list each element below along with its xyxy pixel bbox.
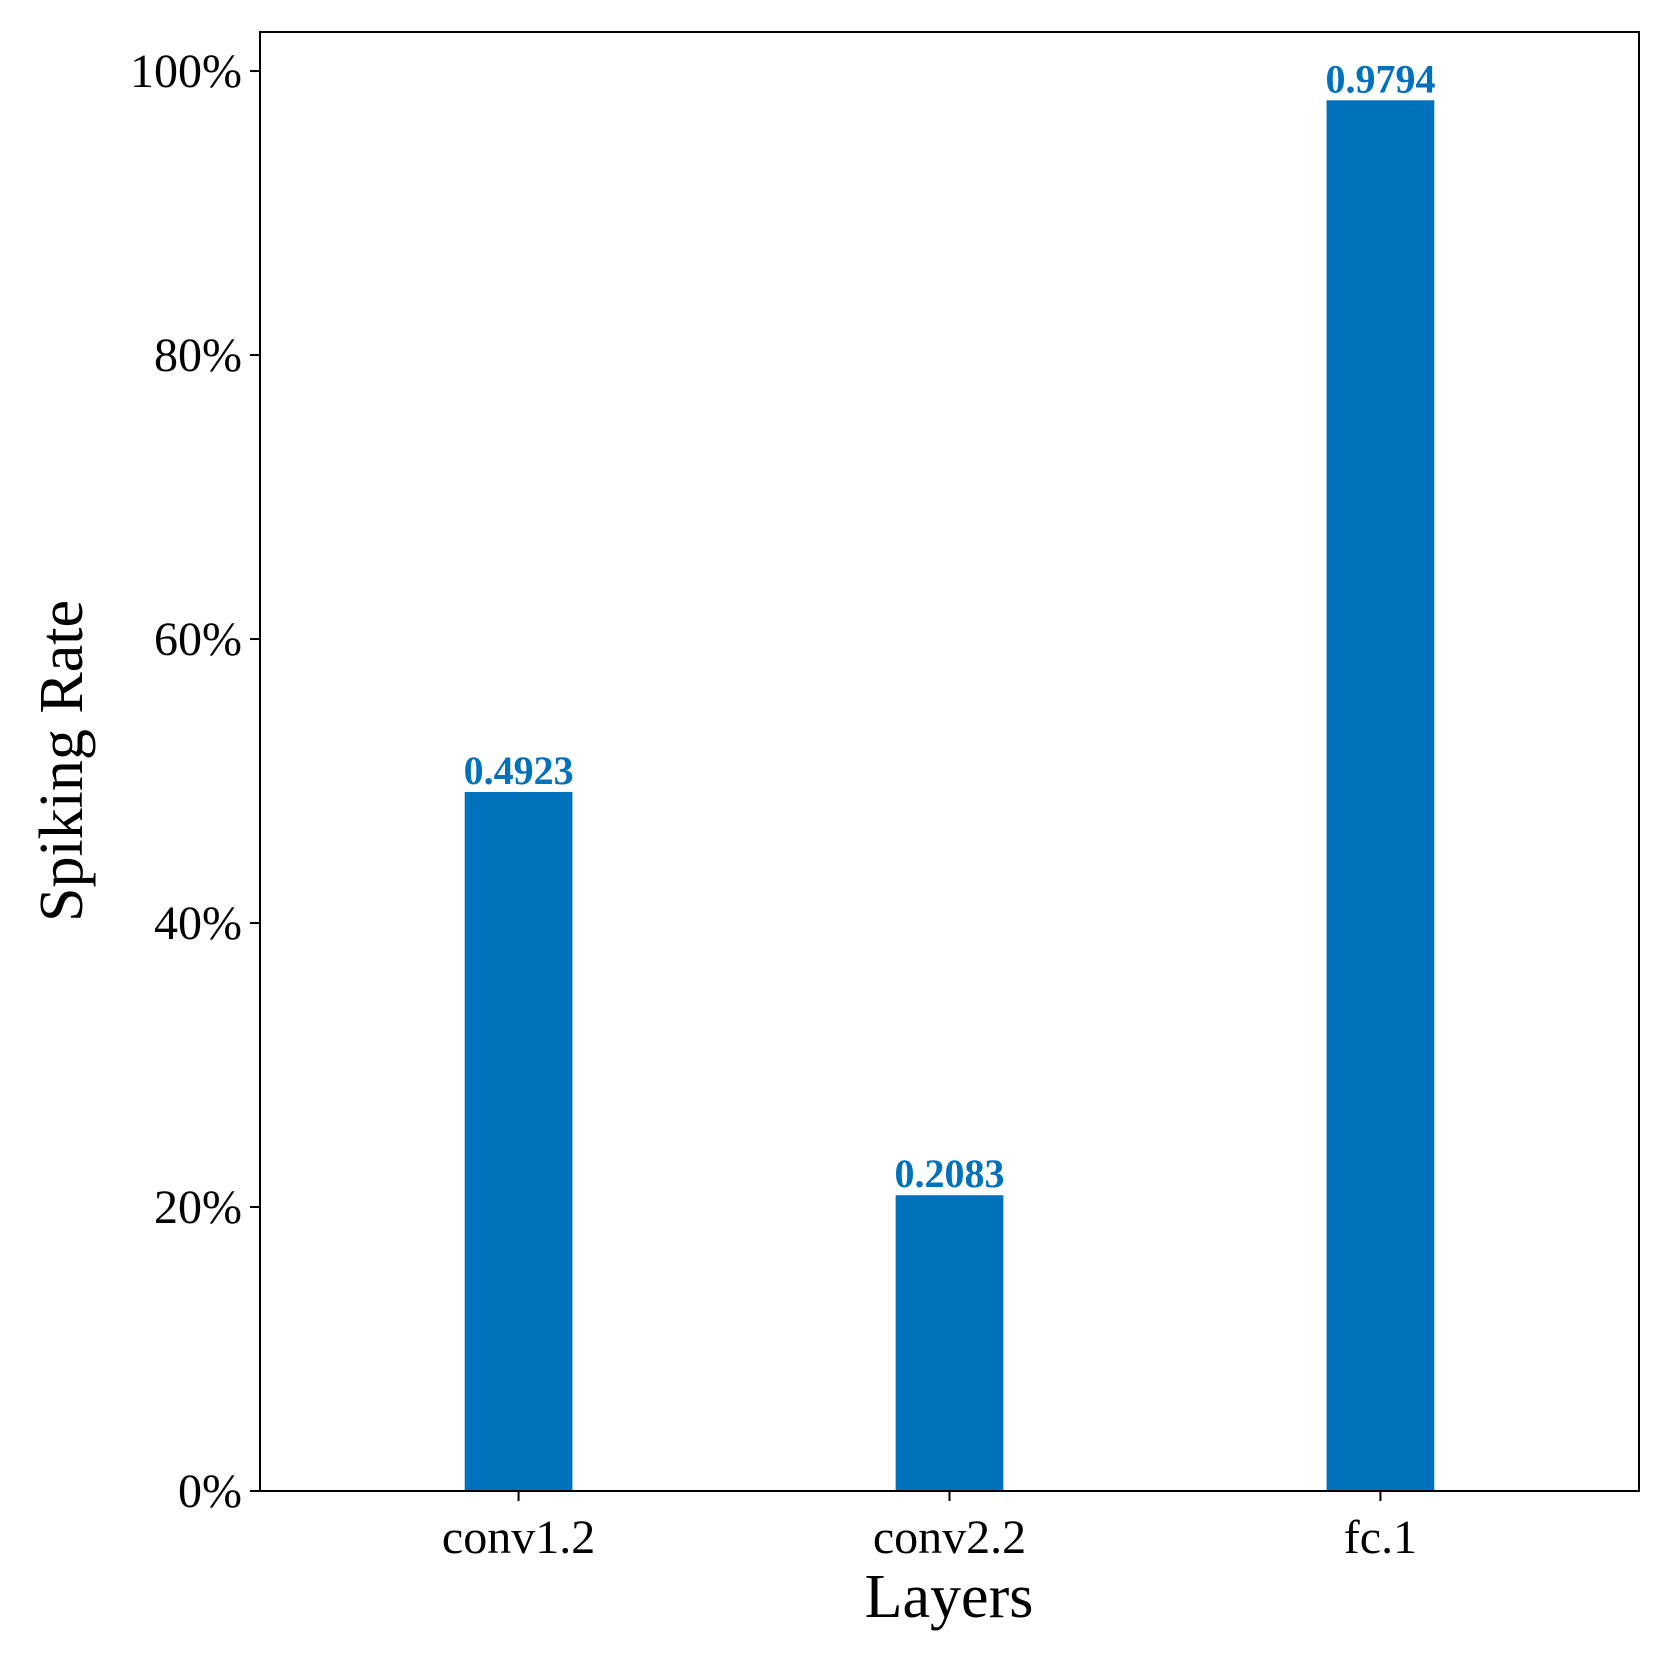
- x-axis-ticks: conv1.2 conv2.2 fc.1: [442, 1491, 1417, 1564]
- x-tick-label-conv2.2: conv2.2: [873, 1511, 1026, 1564]
- bar-conv2.2: [895, 1195, 1004, 1491]
- bar-value-label-conv1.2: 0.4923: [464, 748, 574, 793]
- x-axis-title: Layers: [865, 1563, 1034, 1631]
- y-axis-ticks: 0% 20% 40% 60% 80% 100%: [130, 45, 260, 1518]
- x-tick-label-fc.1: fc.1: [1344, 1511, 1417, 1564]
- bar-conv1.2: [464, 791, 573, 1491]
- y-tick-label: 20%: [154, 1181, 242, 1234]
- y-tick-label: 60%: [154, 613, 242, 666]
- y-axis-title: Spiking Rate: [28, 600, 96, 922]
- bar-value-labels: 0.4923 0.2083 0.9794: [464, 56, 1436, 1196]
- bar-value-label-conv2.2: 0.2083: [895, 1151, 1005, 1196]
- bar-value-label-fc.1: 0.9794: [1325, 56, 1435, 101]
- y-tick-label: 0%: [178, 1465, 242, 1518]
- x-tick-label-conv1.2: conv1.2: [442, 1511, 595, 1564]
- bar-fc.1: [1326, 100, 1435, 1491]
- y-tick-label: 100%: [130, 45, 242, 98]
- y-tick-label: 80%: [154, 329, 242, 382]
- y-tick-label: 40%: [154, 897, 242, 950]
- bars: [464, 100, 1435, 1491]
